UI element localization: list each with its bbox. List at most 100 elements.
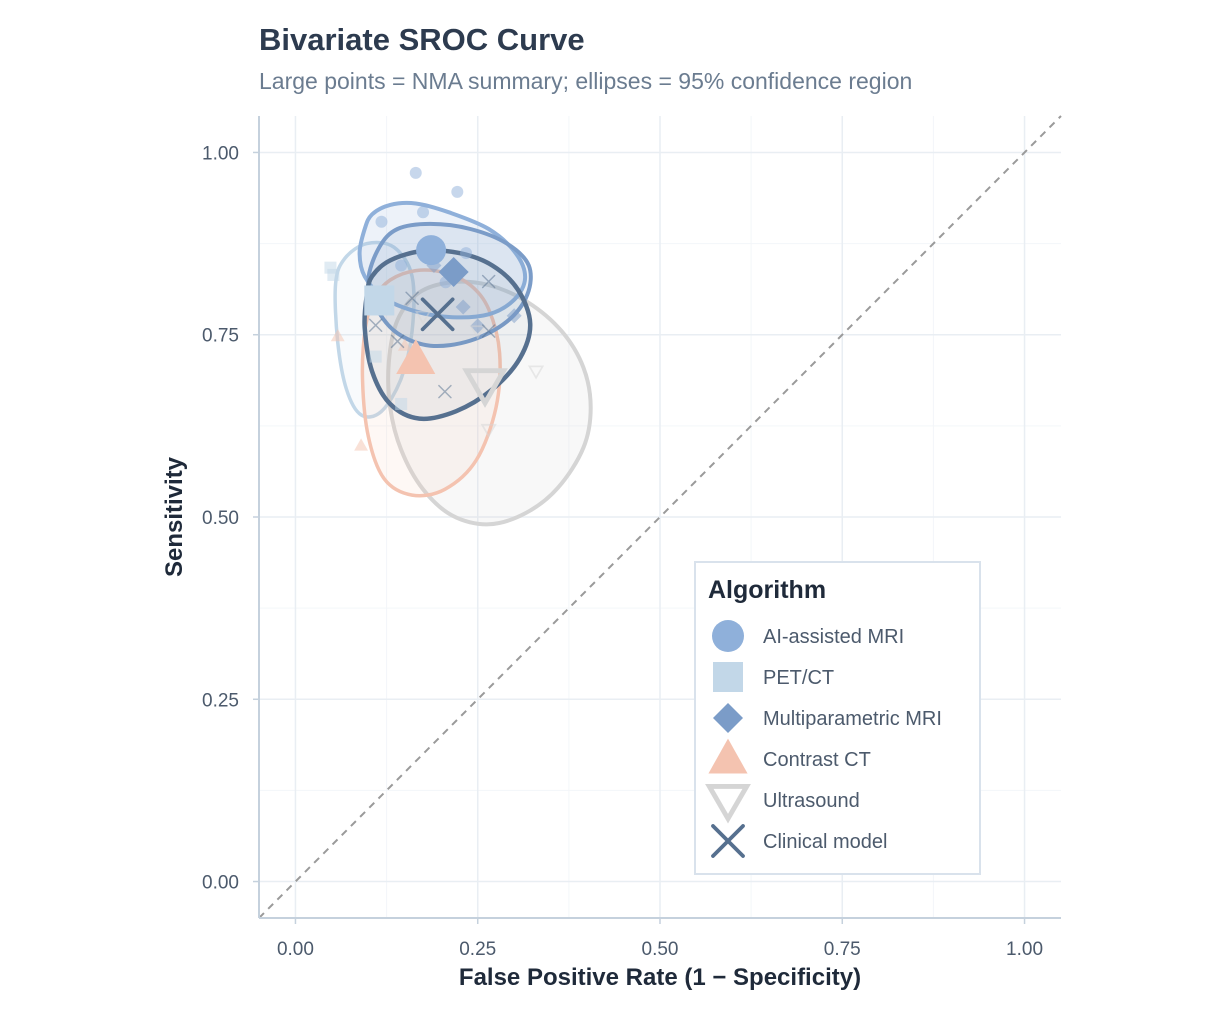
legend-marker-ai-assisted-mri xyxy=(712,620,744,652)
study-point-ai-assisted-mri xyxy=(417,206,430,219)
study-point-ai-assisted-mri xyxy=(375,215,388,228)
summary-point-pet-ct-shape xyxy=(364,285,395,316)
summary-point-pet-ct xyxy=(364,285,395,316)
chart-title: Bivariate SROC Curve xyxy=(259,22,585,57)
legend-marker-ultrasound-shape xyxy=(705,783,751,824)
legend-marker-contrast-ct-shape xyxy=(708,738,748,774)
study-point-ultrasound-shape xyxy=(480,423,497,438)
summary-point-contrast-ct-shape xyxy=(396,339,436,374)
legend-marker-ai-assisted-mri-shape xyxy=(712,620,744,652)
x-tick-label: 0.50 xyxy=(642,939,679,960)
summary-points xyxy=(364,235,508,408)
summary-point-ai-assisted-mri-shape xyxy=(416,235,447,266)
study-point-ai-assisted-mri-shape xyxy=(395,259,408,272)
study-point-clinical-model xyxy=(390,334,405,349)
study-point-ai-assisted-mri-shape xyxy=(417,206,430,219)
y-tick-label: 0.25 xyxy=(202,690,239,711)
x-tick-label: 0.75 xyxy=(824,939,861,960)
study-point-ultrasound-shape xyxy=(527,365,545,380)
study-point-multiparametric-mri-shape xyxy=(455,299,471,315)
study-point-contrast-ct xyxy=(397,338,412,351)
legend-marker-multiparametric-mri-shape xyxy=(713,703,743,733)
summary-point-clinical-model-stroke-b xyxy=(420,297,455,332)
legend-marker-multiparametric-mri xyxy=(713,703,743,733)
study-point-clinical-model-stroke-b xyxy=(481,324,496,338)
y-tick-label: 1.00 xyxy=(202,143,239,164)
study-point-clinical-model-stroke-b xyxy=(481,274,496,289)
summary-point-ai-assisted-mri xyxy=(416,235,447,266)
study-point-ai-assisted-mri xyxy=(395,259,408,272)
summary-point-clinical-model xyxy=(420,297,455,332)
legend-label-ultrasound: Ultrasound xyxy=(763,790,860,812)
study-point-contrast-ct xyxy=(354,438,368,451)
legend-marker-ultrasound xyxy=(705,783,751,824)
study-point-pet-ct-shape xyxy=(395,397,408,410)
study-point-clinical-model xyxy=(481,274,496,289)
x-tick-label: 0.25 xyxy=(459,939,496,960)
study-point-clinical-model xyxy=(405,291,419,306)
study-point-contrast-ct xyxy=(330,328,345,342)
legend-items: AI-assisted MRI PET/CT Multiparametric MRI… xyxy=(705,620,942,858)
study-point-contrast-ct-shape xyxy=(330,328,345,342)
y-tick-label: 0.75 xyxy=(202,326,239,347)
x-tick-label: 1.00 xyxy=(1006,939,1043,960)
grid-lines xyxy=(259,116,1061,918)
study-point-multiparametric-mri xyxy=(455,299,471,315)
y-tick-label: 0.50 xyxy=(202,508,239,529)
study-point-ai-assisted-mri-shape xyxy=(451,185,464,198)
legend-marker-clinical-model-stroke-b xyxy=(711,824,745,858)
study-point-ai-assisted-mri xyxy=(451,185,464,198)
study-point-clinical-model-stroke-b xyxy=(438,384,452,399)
summary-point-multiparametric-mri-shape xyxy=(438,257,469,288)
study-point-ai-assisted-mri-shape xyxy=(375,215,388,228)
study-point-contrast-ct-shape xyxy=(397,338,412,351)
study-point-multiparametric-mri-shape xyxy=(506,308,522,324)
y-axis-title: Sensitivity xyxy=(161,456,188,577)
study-point-pet-ct xyxy=(395,397,408,410)
study-point-pet-ct-shape xyxy=(327,268,340,281)
study-point-ultrasound xyxy=(480,423,497,438)
study-points xyxy=(324,166,545,451)
study-point-ai-assisted-mri xyxy=(409,166,422,179)
study-point-pet-ct xyxy=(327,268,340,281)
study-point-clinical-model xyxy=(368,318,383,332)
study-point-ultrasound xyxy=(527,365,545,380)
study-point-ai-assisted-mri-shape xyxy=(460,247,473,260)
x-axis-title: False Positive Rate (1 − Specificity) xyxy=(459,964,861,991)
legend-marker-pet-ct xyxy=(713,662,743,692)
study-point-multiparametric-mri xyxy=(506,308,522,324)
study-point-ultrasound xyxy=(469,325,486,340)
chart-subtitle: Large points = NMA summary; ellipses = 9… xyxy=(259,68,913,94)
summary-point-multiparametric-mri xyxy=(438,257,469,288)
study-point-ai-assisted-mri xyxy=(460,247,473,260)
summary-point-ultrasound-shape xyxy=(462,368,508,408)
x-tick-label: 0.00 xyxy=(277,939,314,960)
y-tick-label: 0.00 xyxy=(202,873,239,894)
summary-point-contrast-ct xyxy=(396,339,436,374)
summary-point-ultrasound xyxy=(462,368,508,408)
study-point-clinical-model-stroke-b xyxy=(405,291,419,306)
axes xyxy=(253,116,1061,924)
study-point-ai-assisted-mri-shape xyxy=(409,166,422,179)
study-point-ultrasound-shape xyxy=(469,325,486,340)
study-point-contrast-ct-shape xyxy=(354,438,368,451)
study-point-clinical-model-stroke-b xyxy=(368,318,383,332)
legend-marker-contrast-ct xyxy=(708,738,748,774)
study-point-pet-ct xyxy=(369,350,382,363)
study-point-clinical-model xyxy=(438,384,452,399)
study-point-ultrasound-shape xyxy=(414,310,432,325)
legend-label-pet-ct: PET/CT xyxy=(763,667,834,689)
tick-labels: 0.00 0.25 0.50 0.75 1.00 0.00 0.25 0.50 0.75 1.00 xyxy=(202,143,1043,960)
study-point-ultrasound xyxy=(414,310,432,325)
study-point-clinical-model-stroke-b xyxy=(390,334,405,349)
legend: Algorithm AI-assisted MRI PET/CT Multipara… xyxy=(694,561,981,875)
study-point-pet-ct-shape xyxy=(369,350,382,363)
legend-label-ai-assisted-mri: AI-assisted MRI xyxy=(763,626,904,648)
legend-label-multiparametric-mri: Multiparametric MRI xyxy=(763,708,942,730)
study-point-clinical-model xyxy=(481,324,496,338)
legend-title: Algorithm xyxy=(708,576,826,604)
legend-marker-clinical-model xyxy=(711,824,745,858)
legend-label-contrast-ct: Contrast CT xyxy=(763,749,871,771)
legend-marker-pet-ct-shape xyxy=(713,662,743,692)
